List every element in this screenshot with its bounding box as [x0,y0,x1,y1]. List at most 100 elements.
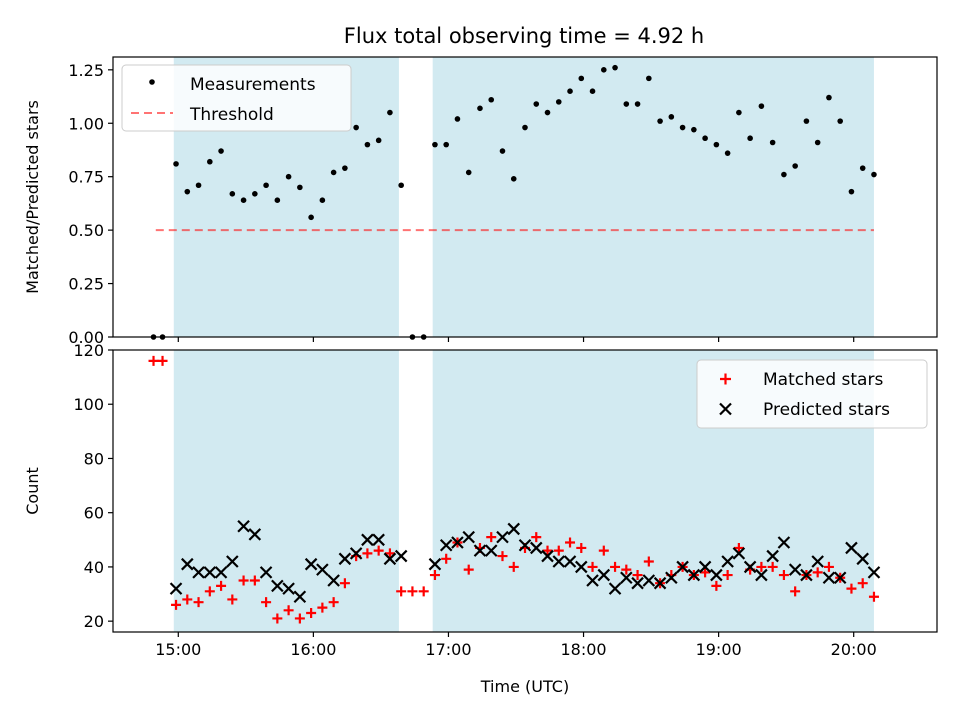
measurement-point [646,75,652,82]
legend-label: Matched stars [763,370,883,390]
predicted-star-point [529,541,543,555]
matched-star-point [598,545,609,556]
predicted-star-point [203,566,217,579]
measurement-point [702,135,708,142]
measurement-point [229,190,236,197]
predicted-star-point [552,555,566,568]
matched-star-point [283,605,294,616]
predicted-star-point [856,552,869,566]
measurement-point [567,88,573,94]
measurement-point [871,171,877,178]
measurement-point [454,116,461,122]
measurement-point [173,161,179,167]
y-tick-label: 0.50 [68,221,104,240]
predicted-star-point [575,560,588,574]
predicted-star-point [282,582,295,595]
matched-star-point [632,570,643,581]
measurement-point [375,137,382,144]
measurement-point [522,124,528,131]
predicted-star-point [721,555,734,568]
matched-star-point [157,355,168,366]
y-tick-label: 0.00 [68,328,104,347]
matched-star-point [711,580,722,591]
matched-star-point [621,564,632,575]
predicted-star-point [597,568,611,582]
measurement-point [398,182,404,189]
predicted-star-point [192,566,205,579]
shaded-interval [432,57,874,337]
predicted-star-point [687,568,701,582]
measurement-point [207,158,213,165]
y-tick-label: 20 [84,612,104,631]
predicted-star-point [304,557,318,571]
legend-box [696,359,928,429]
x-tick-label: 17:00 [425,640,471,659]
matched-star-point [868,591,879,602]
y-tick-label: 120 [73,341,104,360]
matched-star-point [216,580,227,591]
matched-star-point [407,586,418,597]
measurement-point [285,173,292,180]
legend-label: Predicted stars [763,400,890,420]
measurement-point [499,148,506,154]
matched-star-point [373,545,384,556]
matched-star-point [565,537,576,548]
predicted-star-point [743,560,757,574]
measurement-point [736,109,742,116]
x-tick-label: 18:00 [560,640,606,659]
y-tick-label: 60 [84,504,104,523]
predicted-star-point [608,582,622,595]
measurement-point [657,118,663,124]
predicted-star-point [833,571,847,585]
matched-star-point [204,586,215,597]
predicted-star-point [349,547,363,560]
predicted-star-point [811,555,824,568]
predicted-star-point [732,547,746,560]
x-tick-label: 15:00 [155,640,201,659]
predicted-star-point [710,568,723,582]
measurement-point [634,101,641,107]
y-axis-label: Count [23,467,42,515]
predicted-star-point [800,568,813,582]
measurement-point [510,176,517,182]
measurement-point [364,141,371,148]
measurement-point [600,67,607,73]
predicted-star-point [361,533,374,547]
predicted-star-point [169,582,183,595]
y-tick-label: 0.75 [68,168,104,187]
predicted-star-point [496,530,509,544]
measurement-point [612,64,618,71]
axes-frame [112,56,938,338]
predicted-star-point [214,566,228,579]
predicted-star-point [383,552,397,566]
matched-star-point [553,545,564,556]
predicted-star-point [766,549,779,563]
legend-box [121,64,352,132]
y-tick-label: 0.25 [68,275,104,294]
x-tick-label: 16:00 [290,640,336,659]
matched-star-point [700,567,711,578]
predicted-star-point [698,560,712,574]
matched-star-point [306,608,317,619]
measurement-point [297,184,303,191]
predicted-star-point [439,538,453,552]
predicted-star-point [372,533,385,547]
matched-star-point [767,561,778,572]
measurement-point [691,126,697,133]
measurement-point [263,182,269,189]
measurement-point [274,197,281,204]
predicted-star-point [226,555,239,568]
matched-star-point [812,567,823,578]
measurement-point [792,163,798,169]
y-tick-label: 80 [84,449,104,468]
predicted-star-point [867,566,881,579]
matched-star-point [790,586,801,597]
matched-star-point [148,355,159,366]
matched-star-point [463,564,474,575]
figure-title: Flux total observing time = 4.92 h [344,24,704,48]
measurement-point [465,169,472,176]
matched-star-point [261,597,272,608]
measurement-point [668,114,675,120]
legend: Matched stars Predicted stars [696,359,928,429]
y-tick-label: 1.25 [68,61,104,80]
